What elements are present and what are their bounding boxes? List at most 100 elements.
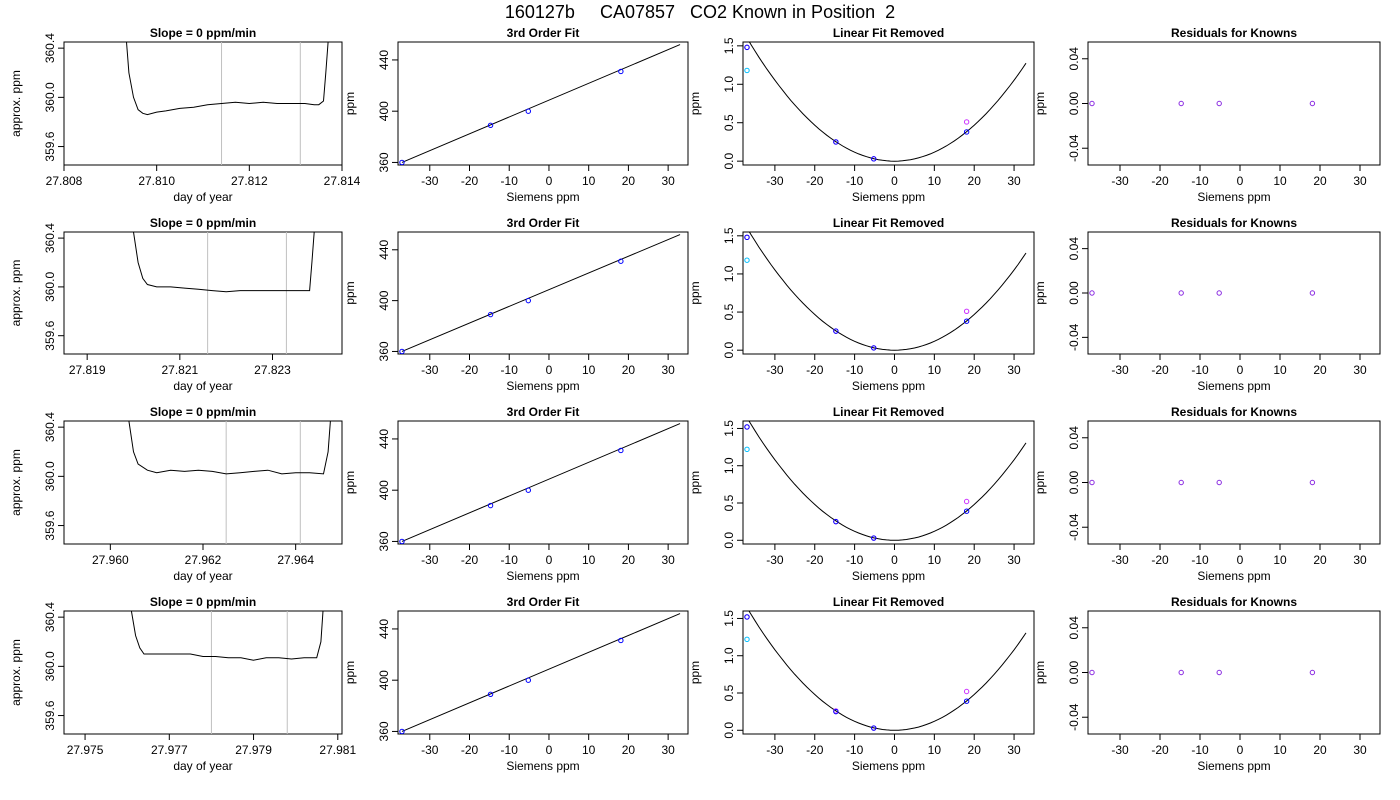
y-axis-label: approx. ppm: [9, 70, 23, 137]
y-tick-label: 360.4: [43, 33, 57, 63]
y-tick-label: 360.0: [43, 272, 57, 302]
x-tick-label: -30: [766, 363, 784, 377]
x-tick-label: 20: [622, 174, 636, 188]
panel-r3c2: 3rd Order Fit -30 -20 -10 0 10 20 30 360 400 440 Si…: [343, 405, 689, 583]
series-line: [126, 42, 329, 116]
y-tick-label: 1.0: [722, 647, 736, 664]
data-point: [618, 68, 624, 75]
data-point: [1309, 290, 1316, 296]
x-axis-label: Siemens ppm: [506, 569, 579, 583]
y-tick-label: -0.04: [1067, 513, 1081, 541]
y-axis-label: approx. ppm: [9, 639, 23, 706]
x-tick-label: 0: [1237, 363, 1244, 377]
y-axis-label: ppm: [1033, 281, 1047, 304]
x-tick-label: 27.960: [92, 553, 129, 567]
x-tick-label: 27.814: [324, 174, 361, 188]
x-tick-label: 27.823: [254, 363, 291, 377]
y-tick-label: 360: [377, 152, 391, 172]
plot-frame: [397, 231, 689, 355]
plot-area: [130, 611, 324, 734]
panel-r3c4: Residuals for Knowns -30 -20 -10 0 10 20 30 -0.0…: [1033, 405, 1381, 583]
raw-data-point: [744, 257, 750, 263]
x-tick-label: -30: [421, 743, 439, 757]
y-tick-label: 1.5: [722, 227, 736, 244]
x-tick-label: 30: [1007, 174, 1021, 188]
y-tick-label: 359.6: [43, 510, 57, 540]
x-axis-label: day of year: [173, 759, 232, 773]
x-axis-label: Siemens ppm: [852, 190, 925, 204]
panel-r1c1: Slope = 0 ppm/min 27.808 27.810 27.812 27.81…: [9, 26, 361, 204]
x-tick-label: 30: [661, 553, 675, 567]
x-tick-label: 30: [1007, 363, 1021, 377]
y-tick-label: 359.6: [43, 700, 57, 730]
x-tick-label: -30: [421, 363, 439, 377]
data-point: [744, 614, 750, 620]
panel-title: Residuals for Knowns: [1171, 216, 1297, 230]
x-tick-label: 27.819: [69, 363, 106, 377]
x-tick-label: -30: [421, 174, 439, 188]
panel-r1c2: 3rd Order Fit -30 -20 -10 0 10 20 30 360 400 440 Si…: [343, 26, 689, 204]
y-tick-label: 360: [377, 341, 391, 361]
panel-title: Residuals for Knowns: [1171, 595, 1297, 609]
x-tick-label: 27.981: [319, 743, 356, 757]
y-tick-label: 440: [377, 50, 391, 70]
raw-data-point: [744, 67, 750, 74]
fit-curve: [748, 611, 1027, 731]
panel-r4c1: Slope = 0 ppm/min 27.975 27.977 27.979 27.98…: [9, 595, 356, 773]
x-tick-label: -10: [501, 174, 519, 188]
y-tick-label: 0.04: [1067, 616, 1081, 640]
x-tick-label: 10: [582, 743, 596, 757]
plot-frame: [397, 41, 689, 166]
raw-data-point: [744, 636, 750, 643]
panel-title: 3rd Order Fit: [507, 26, 580, 40]
panel-title: Linear Fit Removed: [833, 595, 944, 609]
y-axis-label: ppm: [1033, 661, 1047, 684]
raw-data-point: [963, 688, 970, 695]
x-tick-label: 0: [1237, 743, 1244, 757]
data-point: [963, 698, 970, 704]
plot-area: [128, 421, 331, 544]
plot-area: [1089, 290, 1316, 296]
plot-area: [133, 232, 315, 354]
x-tick-label: -10: [1191, 363, 1209, 377]
data-point: [618, 447, 624, 454]
y-tick-label: 359.6: [43, 320, 57, 350]
y-axis-label: ppm: [1033, 471, 1047, 494]
x-tick-label: 0: [891, 363, 898, 377]
data-point: [1309, 100, 1316, 107]
plot-area: [1089, 479, 1316, 486]
y-tick-label: 440: [377, 619, 391, 639]
x-tick-label: 20: [1313, 363, 1327, 377]
y-axis-label: ppm: [343, 471, 357, 494]
data-point: [744, 234, 750, 241]
panel-title: Slope = 0 ppm/min: [150, 595, 256, 609]
plot-area: [126, 42, 329, 165]
x-tick-label: 27.977: [151, 743, 188, 757]
x-tick-label: -20: [806, 363, 824, 377]
data-point: [1216, 290, 1222, 296]
x-tick-label: 20: [968, 174, 982, 188]
data-point: [487, 311, 494, 318]
x-tick-label: 27.964: [277, 553, 314, 567]
data-point: [871, 535, 877, 541]
data-point: [1089, 290, 1095, 296]
y-tick-label: 360: [377, 721, 391, 741]
data-point: [487, 122, 494, 128]
x-axis-label: day of year: [173, 190, 232, 204]
x-tick-label: 20: [622, 363, 636, 377]
series-line: [133, 232, 315, 293]
x-tick-label: 30: [1353, 363, 1367, 377]
plot-frame: [63, 41, 343, 166]
plot-area: [399, 234, 681, 354]
x-tick-label: -20: [806, 553, 824, 567]
data-point: [1089, 100, 1095, 107]
plot-area: [744, 232, 1027, 351]
y-tick-label: 0.0: [722, 532, 736, 549]
panel-title: Linear Fit Removed: [833, 216, 944, 230]
fit-curve: [748, 42, 1027, 162]
panel-title: Residuals for Knowns: [1171, 26, 1297, 40]
x-tick-label: 20: [622, 553, 636, 567]
data-point: [963, 508, 970, 514]
x-tick-label: 0: [891, 743, 898, 757]
x-tick-label: -30: [1111, 363, 1129, 377]
